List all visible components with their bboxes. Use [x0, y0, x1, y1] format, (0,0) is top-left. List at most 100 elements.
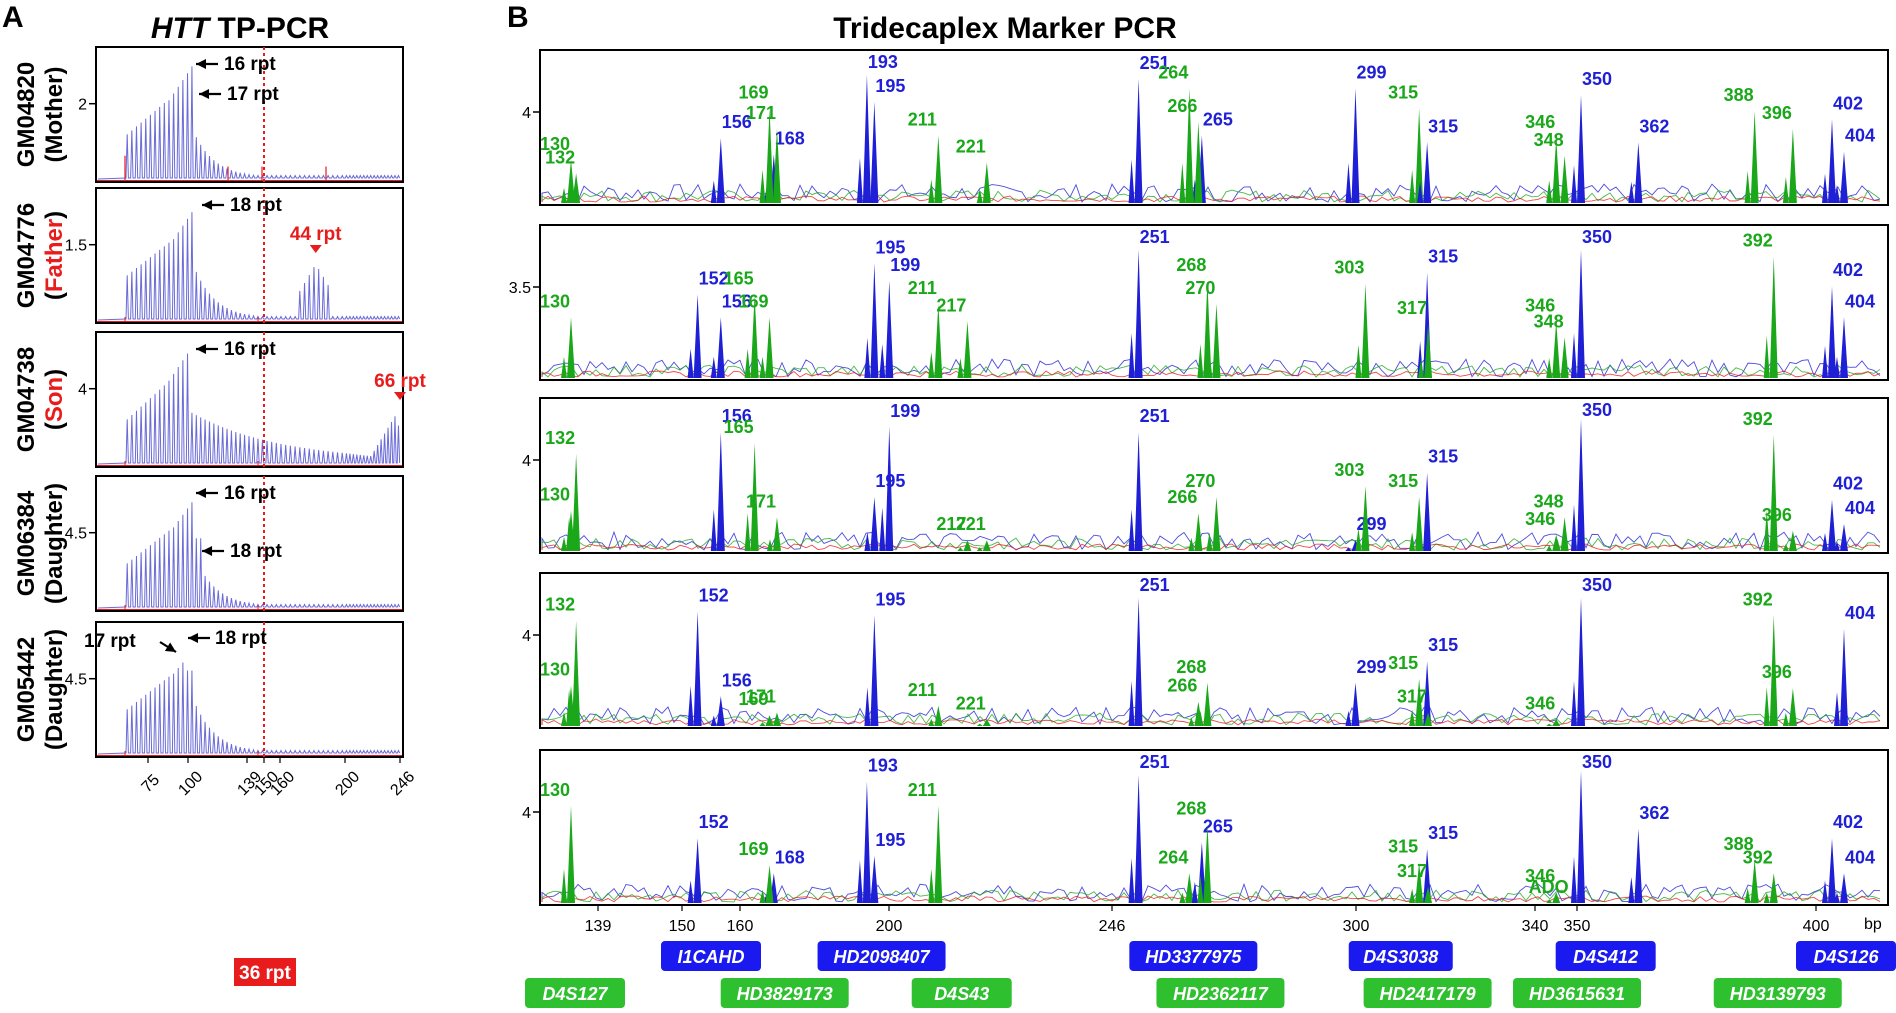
panel-b-stutter	[928, 868, 935, 903]
panel-b-peak	[1423, 472, 1432, 551]
panel-b-peak	[885, 280, 894, 378]
panel-b-stutter	[1744, 170, 1751, 203]
panel-b-peak	[982, 719, 991, 726]
panel-b-peak-label: 315	[1428, 116, 1458, 136]
panel-b-x-axis: 139 150 160 200 246 300 340 350 400 bp	[585, 905, 1882, 935]
panel-b-peak-label: 404	[1845, 603, 1875, 623]
panel-b-stutter	[1179, 162, 1186, 203]
panel-b-peak	[1769, 434, 1778, 551]
panel-b-peak-label: 169	[739, 689, 769, 709]
panel-b-peak-label: 251	[1140, 752, 1170, 772]
panel-b-stutter	[561, 187, 567, 203]
panel-b-xtick-label: 300	[1343, 918, 1370, 935]
panel-b-frame	[539, 749, 1889, 906]
panel-b-ytick-label: 4	[522, 453, 531, 470]
panel-b-stutter	[864, 687, 871, 726]
panel-b-peak-label: 251	[1140, 53, 1170, 73]
panel-b-peak-label: 317	[1397, 298, 1427, 318]
panel-b-peak	[716, 432, 725, 551]
panel-b-stutter	[710, 180, 717, 203]
panel-b-peak-label: 265	[1203, 816, 1233, 836]
panel-b-peak	[1788, 688, 1797, 726]
paren-close: )	[41, 211, 68, 219]
marker-label-HD2098407: HD2098407	[834, 947, 931, 967]
panel-b-peak-label: 346	[1525, 693, 1555, 713]
marker-box-D4S412	[1555, 941, 1656, 971]
panel-a-rpt-label: 17 rpt	[84, 631, 136, 652]
panel-b-peak	[765, 865, 774, 903]
panel-b-peak	[1577, 597, 1585, 726]
panel-b-stutter	[561, 711, 567, 726]
panel-b-peak-label: 193	[868, 756, 898, 776]
panel-b-peak	[862, 781, 871, 903]
panel-b-xtick-label: 150	[669, 918, 696, 935]
panel-b-peak	[1552, 138, 1561, 203]
panel-b-peak	[982, 540, 991, 551]
panel-b-stutter	[1782, 177, 1789, 203]
panel-b-stutter	[561, 356, 567, 378]
panel-b-stutter	[1546, 545, 1553, 551]
panel-b-stutter	[1546, 899, 1553, 903]
panel-b-stutter	[1128, 159, 1135, 203]
panel-b-peak-label: 270	[1185, 278, 1215, 298]
paren-open: (	[41, 422, 68, 430]
panel-b-peak-label: 266	[1167, 676, 1197, 696]
panel-b-stutter	[1822, 345, 1828, 378]
marker-label-D4S3038: D4S3038	[1363, 947, 1438, 967]
panel-b-peak	[1840, 873, 1848, 903]
panel-a-rpt-arrow-head	[196, 488, 206, 498]
panel-b-peak-label: 396	[1762, 505, 1792, 525]
panel-b-peak	[1750, 111, 1759, 203]
panel-b-peak	[1194, 122, 1203, 203]
panel-b-peak-label: 165	[724, 417, 754, 437]
panel-b-x-unit: bp	[1864, 916, 1882, 933]
panel-b-stutter	[1834, 356, 1840, 378]
panel-b-stutter	[976, 547, 983, 551]
panel-b-peak-label: 152	[699, 268, 729, 288]
relation-text: Father	[41, 219, 68, 292]
panel-b-stutter	[1197, 710, 1204, 726]
panel-b-stutter	[1409, 532, 1416, 551]
panel-a-ytick-label: 1.5	[65, 238, 87, 255]
relation-text: Son	[41, 377, 68, 422]
panel-b-peak-label: 303	[1334, 460, 1364, 480]
panel-b-peak	[1577, 418, 1585, 551]
panel-b-stutter	[1409, 169, 1416, 203]
panel-b-stutter	[1782, 543, 1789, 551]
panel-b-peak-label: 299	[1356, 657, 1386, 677]
paren-close: )	[41, 369, 68, 377]
panel-b-peak	[1769, 256, 1778, 378]
panel-b-peak	[716, 138, 725, 203]
sample-relation: (Daughter)	[41, 629, 68, 750]
panel-a-frame	[95, 46, 404, 183]
panel-a-sample-label: GM06384(Daughter)	[13, 483, 68, 604]
paren-close: )	[41, 67, 68, 75]
panel-b-peak	[862, 74, 871, 203]
marker-boxes: I1CAHD HD2098407 HD3377975 D4S3038 D4S412 D4S…	[525, 941, 1896, 1008]
panel-b-peak	[934, 705, 943, 726]
panel-b-peak-label: 348	[1534, 130, 1564, 150]
panel-b-peak-label: 251	[1140, 227, 1170, 247]
panel-b-stutter	[957, 358, 964, 378]
panel-a-sample-label: GM04776(Father)	[13, 203, 68, 308]
panel-b-peak-label: 350	[1582, 575, 1612, 595]
panel-b-peak-label: 221	[956, 693, 986, 713]
panel-b-peak-label: 404	[1845, 847, 1875, 867]
panel-a-trace	[97, 353, 401, 465]
panel-b-peak	[1134, 597, 1143, 726]
panel-a-sample-label: GM04820(Mother)	[13, 62, 68, 167]
panel-b-peak	[1185, 873, 1194, 903]
panel-b-peak	[693, 294, 702, 378]
panel-b-peak	[567, 805, 575, 903]
panel-a-rpt-label: 16 rpt	[224, 483, 276, 504]
relation-text: Daughter	[41, 491, 68, 596]
panel-b-xtick-label: 400	[1803, 918, 1830, 935]
panel-b-peak	[1415, 497, 1424, 551]
panel-b-stutter	[879, 507, 886, 551]
panel-b-stutter	[1546, 358, 1553, 378]
panel-b-peak-label: 152	[699, 585, 729, 605]
panel-b-peak-label: 346	[1525, 295, 1555, 315]
panel-b-peak-label: 132	[545, 428, 575, 448]
panel-b-stutter	[1834, 892, 1840, 903]
